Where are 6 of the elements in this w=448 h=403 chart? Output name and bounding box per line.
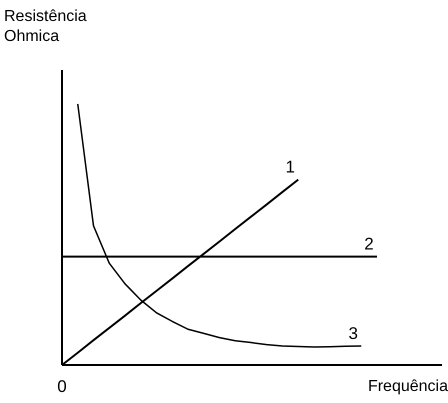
series-label: 2 [364, 234, 374, 254]
series-label: 3 [348, 324, 358, 343]
x-axis-title: Frequência [368, 378, 448, 395]
text: 0 [57, 377, 67, 396]
series-label: 1 [286, 158, 295, 177]
y-axis-title: Resistência Ohmica [4, 8, 87, 45]
